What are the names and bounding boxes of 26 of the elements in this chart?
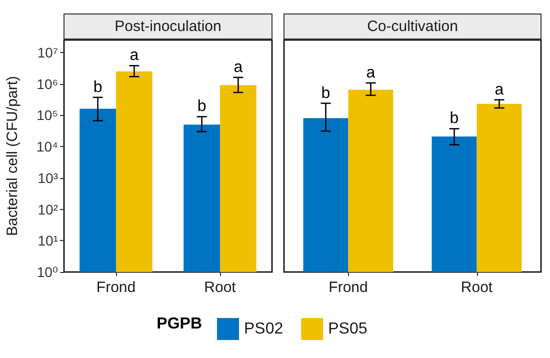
data-label: a [366, 64, 376, 82]
legend-title: PGPB [156, 316, 202, 332]
y-tick-label: 10⁷ [37, 44, 58, 60]
y-axis-title: Bacterial cell (CFU/part) [4, 76, 21, 236]
y-tick-label: 10¹ [38, 232, 58, 249]
chart-title: Co-cultivation [367, 18, 458, 35]
legend-label: PS02 [244, 320, 284, 338]
chart-title: Post-inoculation [114, 18, 222, 35]
data-label: b [321, 84, 330, 102]
y-tick-label: 10⁴ [36, 138, 58, 155]
data-label: b [450, 110, 459, 128]
y-tick-label: 10³ [38, 170, 58, 186]
x-tick-label: Frond [328, 279, 368, 296]
data-label: b [197, 98, 206, 116]
data-label: a [494, 81, 504, 98]
y-tick-label: 10⁶ [36, 76, 58, 92]
x-tick-label: Frond [96, 279, 136, 296]
y-tick-label: 10² [38, 201, 58, 218]
x-tick-label: Root [460, 279, 494, 296]
y-tick-label: 10⁵ [36, 107, 58, 124]
legend-label: PS05 [328, 320, 368, 338]
data-label: a [130, 47, 139, 64]
data-label: a [234, 58, 243, 76]
y-tick-label: 10⁰ [36, 264, 58, 280]
x-tick-label: Root [204, 279, 237, 296]
data-label: b [93, 78, 102, 96]
